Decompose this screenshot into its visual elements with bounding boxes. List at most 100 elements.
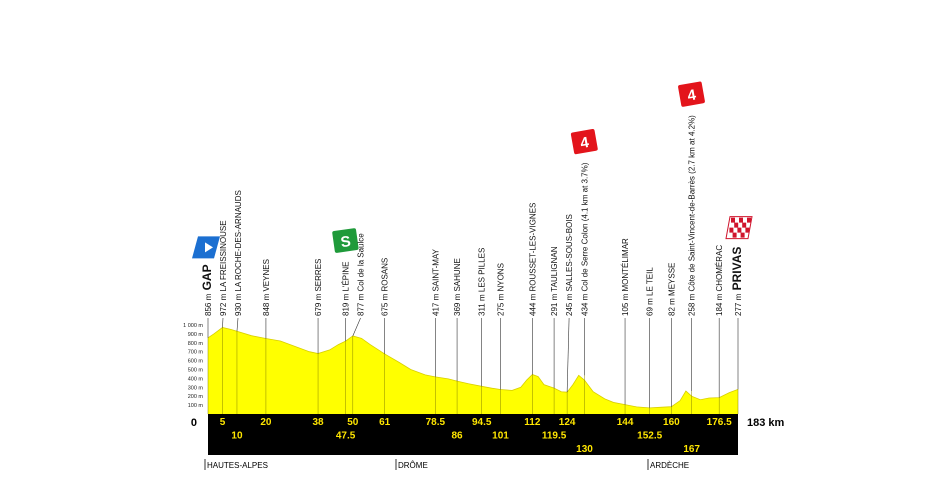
waypoint-name: VEYNES — [262, 259, 271, 291]
km-label: 124 — [559, 417, 576, 428]
waypoint-elevation: 819 m — [342, 293, 351, 316]
waypoint-label: 311 m LES PILLES — [478, 248, 487, 316]
y-tick-label: 300 m — [188, 385, 204, 391]
waypoint-name: NYONS — [497, 263, 506, 291]
y-tick-label: 200 m — [188, 394, 204, 400]
waypoint-elevation: 972 m — [219, 293, 228, 316]
waypoint-label: 444 m ROUSSET-LES-VIGNES — [528, 203, 537, 316]
waypoint-label: 417 m SAINT-MAY — [431, 248, 440, 316]
km-label: 50 — [347, 417, 359, 428]
waypoint-elevation: 848 m — [262, 293, 271, 316]
finish-check — [732, 232, 737, 238]
region-label: DRÔME — [398, 461, 428, 470]
finish-check — [745, 227, 750, 233]
region-label: HAUTES-ALPES — [207, 461, 268, 470]
km-label: 94.5 — [472, 417, 492, 428]
waypoint-name: Côte de Saint-Vincent-de-Barrès (2.7 km … — [688, 115, 697, 292]
finish-check — [737, 227, 742, 233]
waypoint-label: 82 m MEYSSE — [667, 263, 676, 316]
waypoint-elevation: 311 m — [478, 294, 487, 316]
waypoint-label: 275 m NYONS — [497, 263, 506, 316]
waypoint-name: LE TEIL — [646, 267, 655, 296]
region-label: ARDÈCHE — [650, 461, 689, 470]
badge: 4 — [570, 128, 598, 155]
waypoint-elevation: 417 m — [431, 293, 440, 316]
waypoint-name: Col de Serre Colon (4.1 km at 3.7%) — [581, 162, 590, 291]
km-label: 78.5 — [426, 417, 446, 428]
waypoint-name: PRIVAS — [730, 247, 744, 291]
waypoint-elevation: 434 m — [581, 293, 590, 316]
waypoint-name: L'ÉPINE — [342, 262, 351, 292]
leader-line — [352, 317, 361, 337]
waypoint-elevation: 856 m — [204, 293, 213, 316]
badge-box — [678, 81, 705, 107]
start-arrow — [205, 242, 213, 253]
waypoint-label: 245 m SALLES-SOUS-BOIS — [565, 214, 574, 316]
badge-box — [332, 228, 359, 253]
finish-check — [734, 222, 739, 228]
y-tick-label: 400 m — [188, 376, 204, 382]
waypoint-elevation: 245 m — [565, 293, 574, 316]
waypoint-name: ROSANS — [381, 258, 390, 292]
finish-check — [740, 232, 745, 238]
km-band — [208, 414, 738, 455]
leader-line — [222, 317, 224, 328]
waypoint-elevation: 675 m — [381, 293, 390, 316]
waypoint-label: 930 m LA ROCHE-DES-ARNAUDS — [234, 190, 243, 316]
finish-check — [742, 222, 747, 228]
finish-check — [739, 217, 743, 223]
waypoint-name: Col de la Saulce — [357, 233, 366, 292]
km-label: 176.5 — [707, 417, 732, 428]
y-tick-label: 500 m — [188, 368, 204, 374]
waypoint-elevation: 369 m — [453, 293, 462, 316]
y-tick-label: 900 m — [188, 332, 204, 338]
waypoint-name: LES PILLES — [478, 248, 487, 292]
waypoint-label: 877 m Col de la Saulce — [357, 233, 366, 316]
finish-check — [747, 217, 751, 223]
waypoint-name: SAINT-MAY — [431, 248, 440, 291]
km-label: 10 — [231, 431, 243, 442]
y-tick-label: 100 m — [188, 403, 204, 409]
waypoint-name: MONTÉLIMAR — [621, 238, 630, 292]
waypoint-label: 679 m SERRES — [314, 259, 323, 316]
badge-label: S — [339, 233, 351, 251]
leader-line — [566, 317, 570, 393]
km-label: 119.5 — [542, 431, 567, 442]
area-fill — [208, 327, 738, 414]
km-label: 112 — [524, 417, 541, 428]
waypoint-name: GAP — [200, 264, 214, 290]
waypoint-label: 69 m LE TEIL — [646, 267, 655, 316]
waypoint-elevation: 277 m — [734, 293, 743, 316]
finish-check — [731, 217, 735, 223]
waypoint-label: 277 m PRIVAS — [730, 247, 744, 316]
waypoint-label: 291 m TAULIGNAN — [550, 246, 559, 316]
km-label: 144 — [617, 417, 634, 428]
badge-label: 4 — [686, 86, 698, 104]
waypoint-elevation: 877 m — [357, 293, 366, 316]
km-label: 160 — [663, 417, 680, 428]
waypoint-elevation: 275 m — [497, 293, 506, 316]
waypoint-elevation: 444 m — [528, 293, 537, 316]
km-label: 167 — [683, 444, 700, 455]
waypoint-label: 184 m CHOMÉRAC — [715, 245, 724, 316]
waypoint-name: CHOMÉRAC — [715, 245, 724, 292]
waypoint-elevation: 82 m — [667, 298, 676, 316]
profile-line — [207, 327, 739, 409]
waypoint-name: SERRES — [314, 259, 323, 292]
waypoint-label: 856 m GAP — [200, 264, 214, 316]
waypoint-name: ROUSSET-LES-VIGNES — [528, 203, 537, 292]
km-label: 47.5 — [336, 431, 356, 442]
waypoint-name: SAHUNE — [453, 258, 462, 291]
waypoint-name: MEYSSE — [667, 263, 676, 296]
km-label: 152.5 — [637, 431, 662, 442]
finish-check — [729, 227, 734, 233]
km-label: 61 — [379, 417, 391, 428]
y-tick-label: 600 m — [188, 359, 204, 365]
x-tick-label: 0 — [191, 417, 197, 429]
km-label: 38 — [312, 417, 324, 428]
leader-line — [236, 317, 239, 332]
waypoint-elevation: 930 m — [234, 293, 243, 316]
waypoint-name: TAULIGNAN — [550, 246, 559, 291]
